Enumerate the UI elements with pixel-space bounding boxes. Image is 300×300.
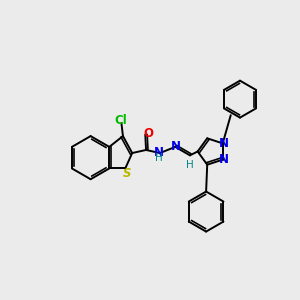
Text: S: S: [123, 167, 131, 180]
Text: H: H: [155, 153, 163, 164]
Text: N: N: [218, 137, 229, 150]
Text: H: H: [186, 160, 194, 170]
Text: N: N: [171, 140, 181, 153]
Text: O: O: [143, 127, 153, 140]
Text: N: N: [218, 153, 229, 166]
Text: N: N: [154, 146, 164, 159]
Text: Cl: Cl: [114, 114, 127, 127]
